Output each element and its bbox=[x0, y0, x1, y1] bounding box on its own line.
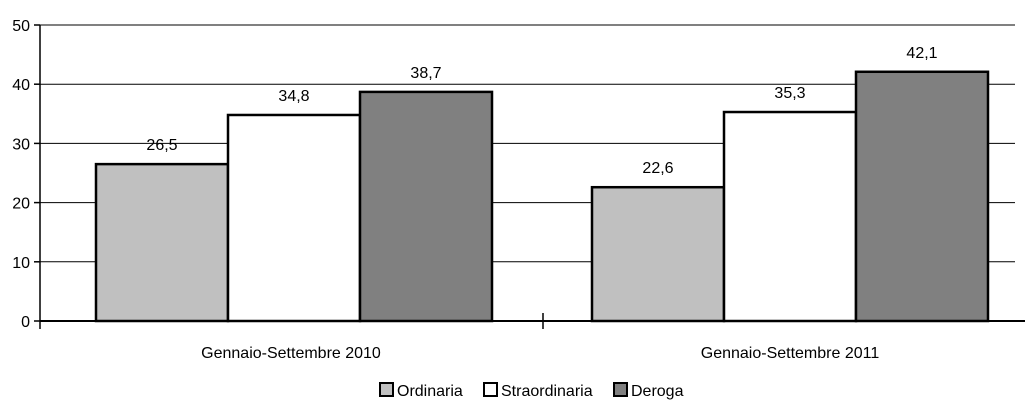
y-tick-label: 40 bbox=[12, 77, 30, 94]
bar-straordinaria-2 bbox=[722, 110, 858, 323]
data-label: 35,3 bbox=[774, 85, 805, 102]
data-labels: 26,5 34,8 38,7 22,6 35,3 42,1 bbox=[146, 45, 937, 177]
legend-label: Ordinaria bbox=[397, 383, 463, 400]
bar-ordinaria-2 bbox=[590, 185, 726, 323]
x-category-label: Gennaio-Settembre 2011 bbox=[701, 345, 880, 362]
y-tick-label: 0 bbox=[21, 314, 30, 331]
data-label: 42,1 bbox=[906, 45, 937, 62]
bar-deroga-1 bbox=[358, 90, 494, 323]
legend-swatch bbox=[379, 382, 394, 397]
data-label: 26,5 bbox=[146, 137, 177, 154]
legend-item-straordinaria: Straordinaria bbox=[483, 382, 593, 400]
y-axis-tick-labels: 0 10 20 30 40 50 bbox=[12, 18, 30, 331]
bar-straordinaria-1 bbox=[226, 113, 362, 323]
y-tick-label: 10 bbox=[12, 255, 30, 272]
bar-deroga-2 bbox=[854, 70, 990, 323]
data-label: 22,6 bbox=[642, 160, 673, 177]
legend-label: Deroga bbox=[631, 383, 684, 400]
legend: Ordinaria Straordinaria Deroga bbox=[379, 382, 684, 400]
axes bbox=[39, 25, 1025, 329]
bars bbox=[94, 70, 990, 323]
legend-item-ordinaria: Ordinaria bbox=[379, 382, 463, 400]
data-label: 34,8 bbox=[278, 88, 309, 105]
category-labels: Gennaio-Settembre 2010 Gennaio-Settembre … bbox=[201, 345, 879, 362]
y-tick-label: 20 bbox=[12, 196, 30, 213]
y-tick-label: 30 bbox=[12, 136, 30, 153]
x-category-label: Gennaio-Settembre 2010 bbox=[201, 345, 381, 362]
y-tick-label: 50 bbox=[12, 18, 30, 35]
legend-label: Straordinaria bbox=[501, 383, 593, 400]
data-label: 38,7 bbox=[410, 65, 441, 82]
legend-swatch bbox=[483, 382, 498, 397]
legend-swatch bbox=[613, 382, 628, 397]
bar-ordinaria-1 bbox=[94, 162, 230, 323]
legend-item-deroga: Deroga bbox=[613, 382, 684, 400]
